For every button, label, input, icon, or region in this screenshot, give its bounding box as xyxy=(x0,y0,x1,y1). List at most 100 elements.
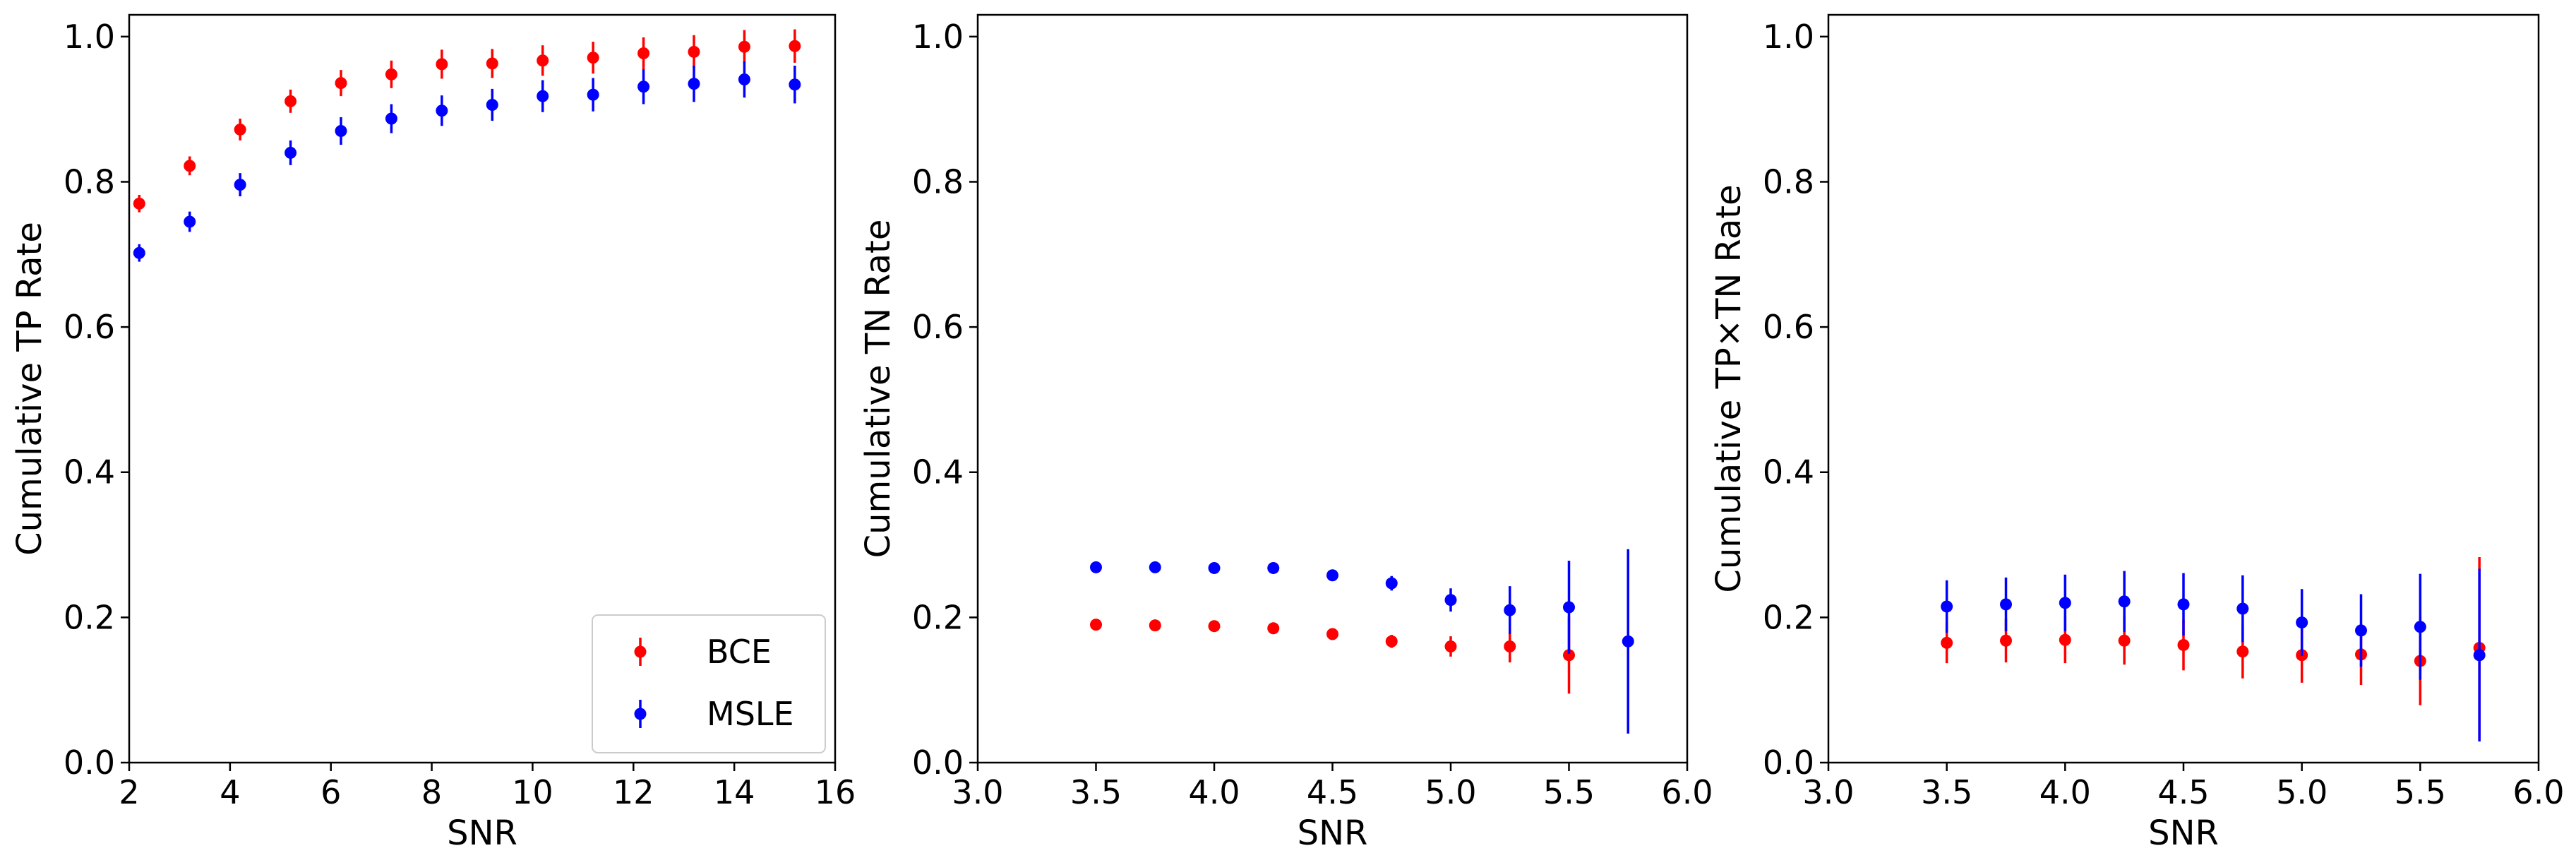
y-tick-label: 0.6 xyxy=(912,308,964,346)
x-tick-label: 4.5 xyxy=(2157,773,2209,811)
x-tick-label: 2 xyxy=(119,773,139,811)
y-axis-label: Cumulative TP×TN Rate xyxy=(1709,184,1749,592)
msle-point xyxy=(1444,594,1457,607)
bce-point xyxy=(2177,638,2190,651)
msle-point xyxy=(2177,598,2190,611)
y-axis-label: Cumulative TP Rate xyxy=(10,222,49,556)
msle-point xyxy=(2236,602,2249,615)
legend-msle-label: MSLE xyxy=(707,695,794,733)
msle-point xyxy=(1267,561,1280,574)
msle-point xyxy=(335,125,347,138)
msle-point xyxy=(1504,604,1516,616)
y-tick-label: 0.0 xyxy=(64,744,115,782)
x-axis-label: SNR xyxy=(1298,813,1368,853)
msle-point xyxy=(1149,561,1161,573)
y-tick-label: 0.8 xyxy=(912,162,964,201)
bce-point xyxy=(1090,619,1102,631)
bce-point xyxy=(1563,649,1575,662)
y-tick-label: 0.0 xyxy=(912,744,964,782)
bce-point xyxy=(1267,622,1280,635)
y-tick-label: 0.2 xyxy=(1763,598,1814,636)
bce-point xyxy=(1444,640,1457,652)
x-tick-label: 3.5 xyxy=(1921,773,1972,811)
msle-point xyxy=(184,215,196,228)
y-tick-label: 0.2 xyxy=(64,598,115,636)
bce-point xyxy=(587,52,599,64)
y-tick-label: 0.2 xyxy=(912,598,964,636)
bce-point xyxy=(738,40,750,53)
bce-point xyxy=(133,197,145,210)
x-tick-label: 4.0 xyxy=(2039,773,2091,811)
bce-point xyxy=(1149,619,1161,632)
bce-point xyxy=(2000,634,2012,647)
msle-point xyxy=(486,98,498,111)
msle-point xyxy=(738,73,750,86)
bce-point xyxy=(1941,636,1953,649)
legend-bce-label: BCE xyxy=(707,633,772,671)
msle-point xyxy=(2414,621,2426,633)
x-tick-label: 3.5 xyxy=(1070,773,1122,811)
y-tick-label: 0.0 xyxy=(1763,744,1814,782)
x-axis-label: SNR xyxy=(447,813,517,853)
x-tick-label: 3.0 xyxy=(1802,773,1854,811)
x-tick-label: 5.5 xyxy=(2395,773,2446,811)
y-axis-label: Cumulative TN Rate xyxy=(858,220,898,559)
msle-point xyxy=(284,146,297,159)
msle-point xyxy=(2118,595,2131,608)
bce-point xyxy=(234,123,246,136)
bce-point xyxy=(688,45,700,58)
y-tick-label: 1.0 xyxy=(64,18,115,56)
tp-tn-rate-plot: 3.0 3.5 4.0 4.5 5.0 5.5 6.0 0.0 0.2 0.4 0.6 0.8 1.0 S… xyxy=(1709,13,2565,853)
x-axis-label: SNR xyxy=(2148,813,2219,853)
msle-point xyxy=(385,112,397,125)
x-tick-label: 4 xyxy=(220,773,240,811)
y-tick-label: 1.0 xyxy=(1763,18,1814,56)
msle-point xyxy=(789,78,801,91)
bce-point xyxy=(184,160,196,172)
msle-point xyxy=(688,78,700,90)
x-tick-label: 5.0 xyxy=(2276,773,2328,811)
msle-point xyxy=(2473,649,2486,662)
msle-point xyxy=(537,90,549,102)
legend-bce-marker xyxy=(634,645,647,658)
legend-box xyxy=(592,614,826,753)
x-tick-label: 6.0 xyxy=(1661,773,1713,811)
x-tick-label: 8 xyxy=(421,773,442,811)
y-tick-label: 0.4 xyxy=(912,453,964,491)
bce-point xyxy=(637,47,650,59)
bce-point xyxy=(2118,634,2131,647)
msle-point xyxy=(1622,635,1634,648)
y-tick-label: 0.8 xyxy=(64,162,115,201)
y-tick-label: 0.4 xyxy=(1763,453,1814,491)
bce-point xyxy=(1326,628,1338,640)
msle-point xyxy=(2355,624,2367,637)
msle-point xyxy=(436,105,448,117)
tp-rate-plot: 2 4 6 8 10 12 14 16 0.0 0.2 0.4 0.6 0.8 1.0 SNR Cumulat… xyxy=(10,13,856,853)
bce-point xyxy=(486,57,498,70)
legend-msle-marker xyxy=(634,708,647,720)
x-tick-label: 4.5 xyxy=(1307,773,1358,811)
y-tick-label: 0.8 xyxy=(1763,162,1814,201)
x-tick-label: 6.0 xyxy=(2512,773,2564,811)
y-tick-label: 0.4 xyxy=(64,453,115,491)
x-tick-label: 6 xyxy=(320,773,341,811)
y-tick-label: 1.0 xyxy=(912,18,964,56)
x-tick-label: 5.0 xyxy=(1425,773,1476,811)
bce-point xyxy=(2059,633,2071,646)
msle-point xyxy=(2296,616,2308,629)
x-tick-label: 14 xyxy=(714,773,755,811)
msle-point xyxy=(1385,577,1398,590)
bce-point xyxy=(1385,635,1398,648)
msle-point xyxy=(2059,597,2071,609)
bce-point xyxy=(335,77,347,90)
bce-point xyxy=(284,95,297,107)
bce-point xyxy=(2236,645,2249,658)
msle-point xyxy=(1208,561,1221,574)
bce-point xyxy=(537,54,549,67)
msle-point xyxy=(1090,561,1102,573)
bce-point xyxy=(1504,640,1516,652)
msle-point xyxy=(2000,598,2012,611)
axes-frame xyxy=(128,13,837,764)
